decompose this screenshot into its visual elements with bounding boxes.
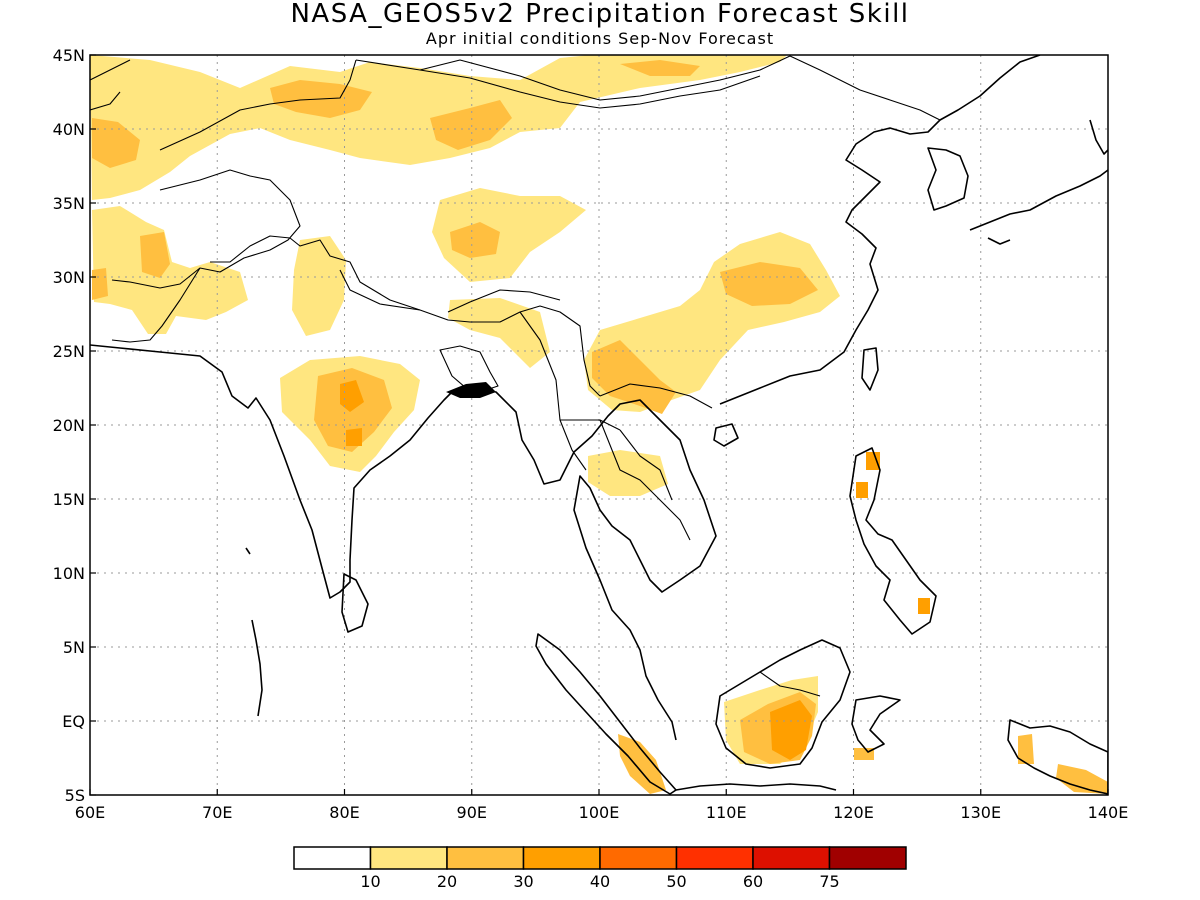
coast-korea xyxy=(927,147,969,211)
border-mongolia xyxy=(419,69,761,109)
colorbar-bin xyxy=(675,846,754,870)
coast-arabian-sea xyxy=(90,344,717,741)
coast-java xyxy=(675,783,837,791)
lat-tick-label: 5N xyxy=(63,638,85,657)
skill-region-sumatra-south xyxy=(618,734,666,794)
border-borneo-split xyxy=(759,671,821,697)
skill-region-kazakh-core xyxy=(92,60,700,168)
border-afghanistan xyxy=(111,169,301,289)
border-himalaya xyxy=(339,269,561,313)
skill-region-afghan-iran-core xyxy=(92,232,170,300)
colorbar-label: 60 xyxy=(743,872,763,891)
skill-region-borneo-max xyxy=(770,700,812,760)
skill-region-china-central-core xyxy=(720,262,818,306)
coast-china-east xyxy=(719,55,1041,405)
lat-axis: 45N 40N 35N 30N 25N 20N 15N 10N 5N EQ 5S xyxy=(53,46,96,805)
colorbar-label: 50 xyxy=(666,872,686,891)
lat-tick-label: 25N xyxy=(53,342,85,361)
lon-tick-label: 100E xyxy=(579,803,620,822)
skill-region-afghan-iran xyxy=(92,206,248,334)
coast-taiwan xyxy=(861,347,879,391)
colorbar-label: 30 xyxy=(513,872,533,891)
lat-tick-label: 30N xyxy=(53,268,85,287)
skill-shading xyxy=(90,55,1108,794)
colorbar-bin xyxy=(828,846,907,870)
graticule xyxy=(90,55,1108,795)
border-bangladesh xyxy=(439,345,499,393)
lon-tick-label: 70E xyxy=(202,803,232,822)
border-pakistan-west xyxy=(111,267,201,343)
lat-tick-label: 20N xyxy=(53,416,85,435)
skill-region-tibet-core xyxy=(450,222,500,258)
lat-tick-label: 15N xyxy=(53,490,85,509)
lat-tick-label: 10N xyxy=(53,564,85,583)
colorbar-bin xyxy=(752,846,831,870)
coast-philippines xyxy=(849,447,937,635)
coast-sumatra xyxy=(535,633,677,795)
map-plot-area xyxy=(90,55,1108,795)
colorbar-label: 10 xyxy=(360,872,380,891)
skill-region-central-india-max xyxy=(340,380,364,446)
border-indochina xyxy=(599,383,713,541)
lon-tick-label: 80E xyxy=(329,803,359,822)
border-pakistan-india xyxy=(210,235,601,397)
lat-tick-label: 5S xyxy=(65,786,85,805)
colorbar: 10 20 30 40 50 60 75 xyxy=(293,846,907,891)
lat-tick-label: 35N xyxy=(53,194,85,213)
lat-tick-label: 40N xyxy=(53,120,85,139)
coast-sri-lanka xyxy=(341,573,369,633)
lon-tick-label: 120E xyxy=(833,803,874,822)
coast-japan xyxy=(969,119,1108,245)
colorbar-bin xyxy=(293,846,372,870)
map-subtitle: Apr initial conditions Sep-Nov Forecast xyxy=(426,29,774,48)
lon-tick-label: 140E xyxy=(1088,803,1129,822)
map-title: NASA_GEOS5v2 Precipitation Forecast Skil… xyxy=(290,0,909,29)
border-kazakhstan-south xyxy=(159,59,357,151)
lon-tick-label: 130E xyxy=(960,803,1001,822)
lon-tick-label: 60E xyxy=(75,803,105,822)
coast-borneo xyxy=(715,639,851,769)
coast-new-guinea xyxy=(1007,719,1108,795)
lat-tick-label: 45N xyxy=(53,46,85,65)
lon-tick-label: 110E xyxy=(706,803,747,822)
colorbar-bin xyxy=(599,846,678,870)
colorbar-label: 75 xyxy=(819,872,839,891)
lon-axis: 60E 70E 80E 90E 100E 110E 120E 130E 140E xyxy=(75,789,1129,822)
coast-laccadives xyxy=(245,547,263,717)
colorbar-bin xyxy=(369,846,448,870)
coastlines xyxy=(90,55,1108,795)
skill-region-tibet-west xyxy=(292,188,586,368)
country-borders xyxy=(90,55,941,697)
lat-tick-label: EQ xyxy=(62,712,85,731)
skill-region-central-india-core xyxy=(314,368,392,452)
lon-tick-label: 90E xyxy=(457,803,487,822)
colorbar-bin xyxy=(522,846,601,870)
colorbar-label: 20 xyxy=(437,872,457,891)
skill-region-yunnan-core xyxy=(592,340,676,414)
colorbar-label: 40 xyxy=(590,872,610,891)
border-caspian xyxy=(90,59,131,111)
border-china-north xyxy=(355,55,941,121)
sundarbans-mark xyxy=(446,382,496,398)
coast-sulawesi xyxy=(851,695,901,753)
coast-hainan xyxy=(713,423,739,447)
colorbar-bin xyxy=(446,846,525,870)
